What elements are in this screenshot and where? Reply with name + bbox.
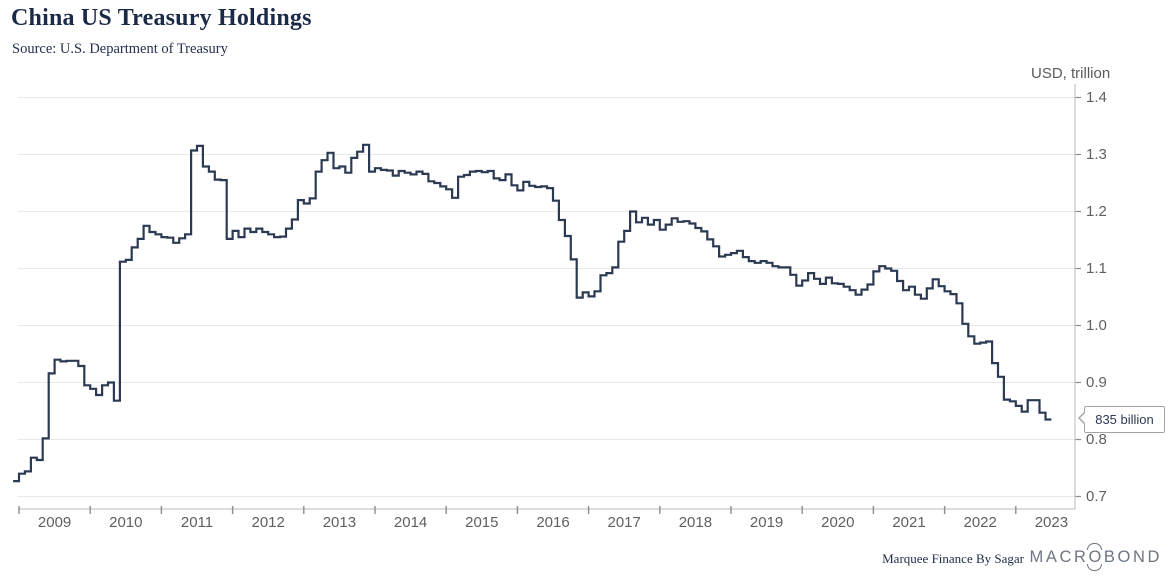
y-tick-label: 1.0 [1086,317,1107,334]
y-tick-label: 0.9 [1086,374,1107,391]
y-tick-label: 1.2 [1086,203,1107,220]
y-tick-label: 1.1 [1086,260,1107,277]
y-tick-label: 1.4 [1086,89,1107,106]
x-tick-label: 2012 [251,514,285,531]
x-tick-label: 2011 [180,514,214,531]
credit-label: Marquee Finance By Sagar [882,551,1024,566]
y-tick-label: 0.7 [1086,488,1107,505]
x-tick-label: 2020 [821,514,855,531]
x-tick-label: 2013 [322,514,357,531]
x-tick-label: 2023 [1034,514,1069,531]
macrobond-logo: MACROBOND [1029,543,1163,571]
y-axis-unit-label: USD, trillion [1031,65,1111,82]
y-tick-label: 1.3 [1086,146,1107,163]
x-tick-label: 2018 [678,514,713,531]
x-tick-label: 2016 [536,514,570,531]
logo-text: BOND [1103,548,1162,566]
x-tick-label: 2017 [607,514,641,531]
treasury-holdings-line [13,143,1052,483]
x-tick-label: 2014 [393,514,428,531]
last-value-callout: 835 billion [1078,406,1165,433]
y-tick-label: 0.8 [1086,431,1107,448]
x-tick-label: 2010 [109,514,143,531]
x-tick-label: 2022 [963,514,997,531]
source-label: Source: U.S. Department of Treasury [12,41,228,57]
x-tick-label: 2019 [749,514,784,531]
page-title: China US Treasury Holdings [11,5,312,31]
x-tick-label: 2015 [465,514,499,531]
last-value-label: 835 billion [1095,412,1154,427]
logo-o-mark: O [1087,543,1104,571]
x-tick-label: 2021 [892,514,926,531]
logo-text: MACR [1029,548,1089,566]
x-tick-label: 2009 [37,514,72,531]
